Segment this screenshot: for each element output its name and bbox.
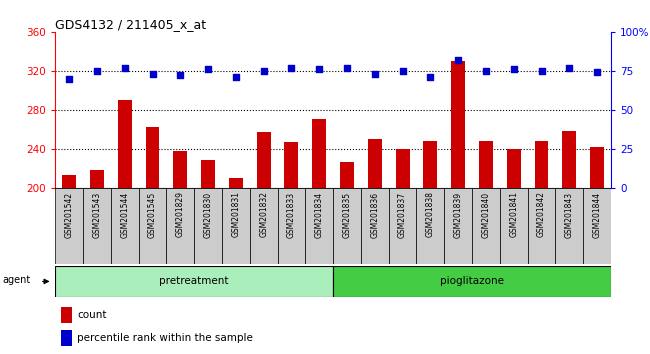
Bar: [312, 119, 326, 188]
Text: GSM201829: GSM201829: [176, 192, 185, 238]
Bar: [389, 188, 417, 264]
Bar: [174, 151, 187, 188]
Bar: [257, 132, 270, 188]
Text: GSM201838: GSM201838: [426, 192, 435, 238]
Text: GSM201830: GSM201830: [203, 192, 213, 238]
Text: GSM201836: GSM201836: [370, 192, 380, 238]
Text: GSM201832: GSM201832: [259, 192, 268, 238]
Bar: [333, 266, 611, 297]
Point: [564, 65, 575, 70]
Text: GSM201834: GSM201834: [315, 192, 324, 238]
Text: agent: agent: [3, 275, 31, 285]
Point: [259, 68, 269, 74]
Bar: [451, 61, 465, 188]
Bar: [528, 188, 556, 264]
Bar: [201, 160, 215, 188]
Bar: [340, 162, 354, 188]
Bar: [55, 266, 333, 297]
Text: GSM201545: GSM201545: [148, 192, 157, 238]
Point: [536, 68, 547, 74]
Text: percentile rank within the sample: percentile rank within the sample: [77, 332, 254, 343]
Bar: [555, 188, 583, 264]
Text: GDS4132 / 211405_x_at: GDS4132 / 211405_x_at: [55, 18, 207, 31]
Text: GSM201833: GSM201833: [287, 192, 296, 238]
Point: [286, 65, 296, 70]
Text: GSM201835: GSM201835: [343, 192, 352, 238]
Point: [592, 69, 603, 75]
Bar: [500, 188, 528, 264]
Bar: [229, 178, 243, 188]
Bar: [90, 170, 104, 188]
Bar: [417, 188, 445, 264]
Text: GSM201841: GSM201841: [509, 192, 518, 238]
Bar: [111, 188, 138, 264]
Text: GSM201842: GSM201842: [537, 192, 546, 238]
Text: GSM201543: GSM201543: [92, 192, 101, 238]
Text: GSM201837: GSM201837: [398, 192, 407, 238]
Bar: [278, 188, 306, 264]
Bar: [445, 188, 472, 264]
Bar: [250, 188, 278, 264]
Point: [453, 57, 463, 63]
Point: [481, 68, 491, 74]
Point: [175, 73, 185, 78]
Bar: [146, 127, 159, 188]
Text: GSM201844: GSM201844: [593, 192, 602, 238]
Text: GSM201544: GSM201544: [120, 192, 129, 238]
Bar: [472, 188, 500, 264]
Bar: [361, 188, 389, 264]
Point: [370, 71, 380, 77]
Bar: [61, 307, 72, 323]
Bar: [562, 131, 577, 188]
Bar: [479, 141, 493, 188]
Point: [397, 68, 408, 74]
Bar: [396, 149, 410, 188]
Bar: [138, 188, 166, 264]
Bar: [83, 188, 111, 264]
Bar: [333, 188, 361, 264]
Text: GSM201542: GSM201542: [64, 192, 73, 238]
Point: [120, 65, 130, 70]
Bar: [368, 139, 382, 188]
Text: pioglitazone: pioglitazone: [440, 276, 504, 286]
Text: GSM201831: GSM201831: [231, 192, 240, 238]
Text: GSM201843: GSM201843: [565, 192, 574, 238]
Bar: [534, 141, 549, 188]
Bar: [285, 142, 298, 188]
Point: [231, 74, 241, 80]
Bar: [222, 188, 250, 264]
Point: [342, 65, 352, 70]
Point: [508, 67, 519, 72]
Point: [314, 67, 324, 72]
Bar: [507, 149, 521, 188]
Point: [92, 68, 102, 74]
Bar: [423, 141, 437, 188]
Point: [203, 67, 213, 72]
Text: count: count: [77, 310, 107, 320]
Point: [64, 76, 74, 81]
Bar: [583, 188, 611, 264]
Point: [425, 74, 436, 80]
Bar: [590, 147, 604, 188]
Text: pretreatment: pretreatment: [159, 276, 229, 286]
Bar: [306, 188, 333, 264]
Text: GSM201839: GSM201839: [454, 192, 463, 238]
Bar: [61, 330, 72, 346]
Point: [148, 71, 158, 77]
Bar: [55, 188, 83, 264]
Bar: [62, 175, 76, 188]
Bar: [194, 188, 222, 264]
Text: GSM201840: GSM201840: [482, 192, 491, 238]
Bar: [118, 100, 132, 188]
Bar: [166, 188, 194, 264]
